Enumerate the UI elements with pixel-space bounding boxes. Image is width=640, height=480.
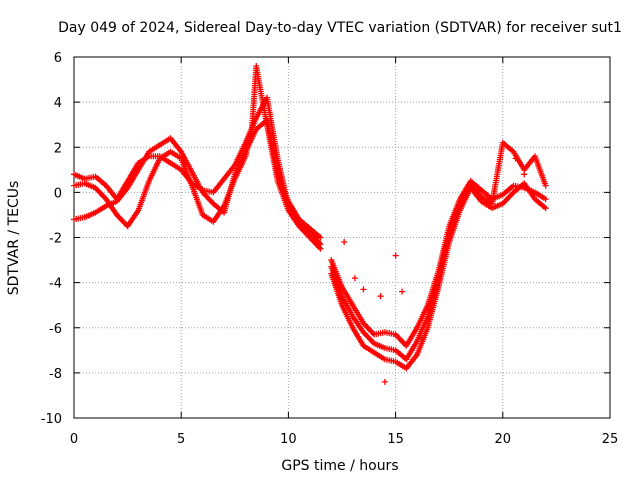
x-tick-label: 0 bbox=[70, 432, 78, 447]
y-tick-label: -10 bbox=[41, 412, 62, 427]
y-tick-label: 2 bbox=[54, 141, 62, 156]
y-tick-label: -8 bbox=[49, 367, 62, 382]
series-track-a bbox=[71, 94, 324, 248]
data-point bbox=[360, 286, 367, 293]
series-track-f bbox=[328, 139, 549, 363]
data-point bbox=[317, 245, 324, 252]
series-track-d bbox=[328, 178, 549, 349]
grid-lines bbox=[74, 57, 610, 418]
x-tick-label: 10 bbox=[280, 432, 297, 447]
x-tick-label: 25 bbox=[602, 432, 619, 447]
y-tick-label: 6 bbox=[54, 51, 62, 66]
data-point bbox=[399, 288, 406, 295]
data-marks bbox=[71, 63, 549, 385]
x-tick-label: 15 bbox=[387, 432, 404, 447]
data-point bbox=[341, 239, 348, 246]
data-point bbox=[542, 205, 549, 212]
data-point bbox=[512, 155, 519, 162]
y-tick-label: 0 bbox=[54, 186, 62, 201]
axis-ticks: 0 5 10 15 20 25 -10 -8 -6 -4 -2 0 2 4 6 bbox=[41, 51, 619, 447]
data-point bbox=[542, 196, 549, 203]
y-axis-label: SDTVAR / TECUs bbox=[6, 181, 22, 296]
data-point bbox=[381, 378, 388, 385]
data-point bbox=[377, 293, 384, 300]
y-tick-label: 4 bbox=[54, 96, 62, 111]
data-point bbox=[418, 336, 425, 343]
x-tick-label: 20 bbox=[495, 432, 512, 447]
data-point bbox=[317, 234, 324, 241]
data-point bbox=[521, 171, 528, 178]
y-tick-label: -2 bbox=[49, 232, 62, 247]
data-point bbox=[542, 182, 549, 189]
y-tick-label: -4 bbox=[49, 277, 62, 292]
series-outliers bbox=[341, 155, 528, 385]
data-point bbox=[392, 252, 399, 259]
data-point bbox=[351, 275, 358, 282]
series-track-b bbox=[71, 117, 324, 241]
series-track-c bbox=[71, 63, 324, 252]
x-tick-label: 5 bbox=[177, 432, 185, 447]
y-tick-label: -6 bbox=[49, 322, 62, 337]
chart-title: Day 049 of 2024, Sidereal Day-to-day VTE… bbox=[58, 20, 622, 36]
x-axis-label: GPS time / hours bbox=[281, 458, 398, 474]
